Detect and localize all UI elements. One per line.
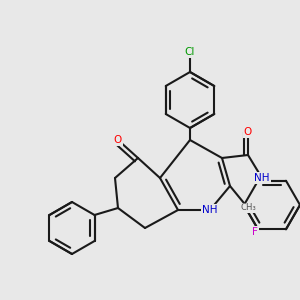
Text: CH₃: CH₃ — [240, 203, 256, 212]
Text: O: O — [244, 127, 252, 137]
Text: NH: NH — [254, 173, 270, 183]
Text: Cl: Cl — [185, 47, 195, 57]
Text: F: F — [252, 227, 258, 237]
Text: O: O — [114, 135, 122, 145]
Text: NH: NH — [202, 205, 218, 215]
